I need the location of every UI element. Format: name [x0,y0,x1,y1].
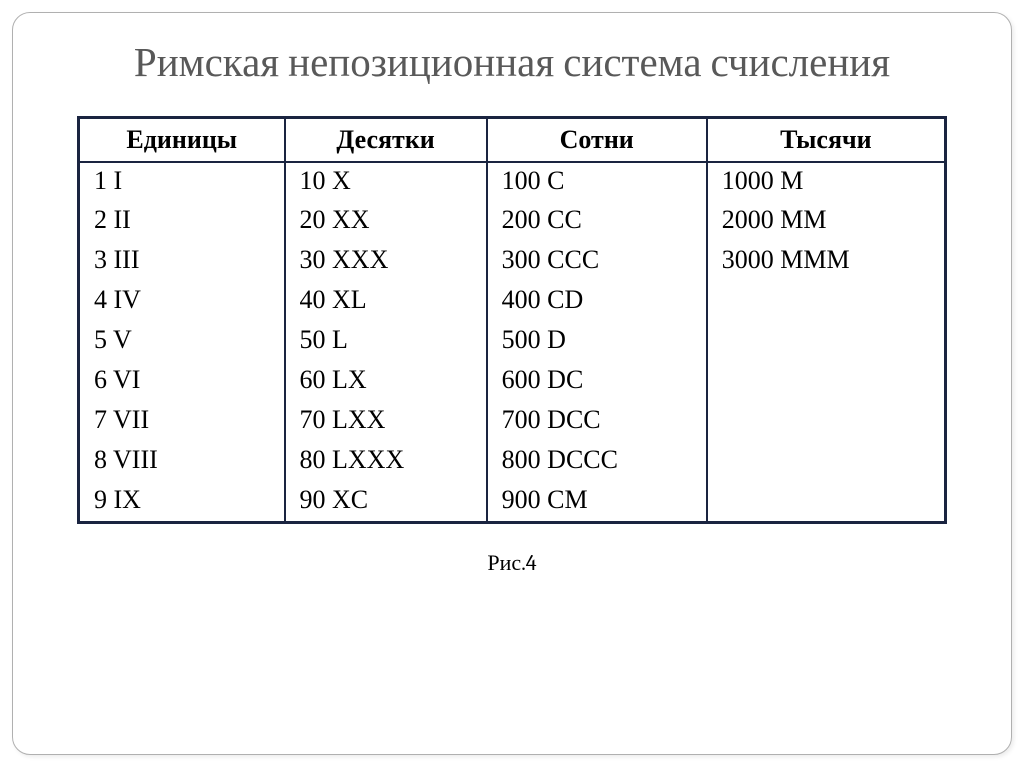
cell: 40 XL [285,282,487,322]
cell: 20 XX [285,202,487,242]
table-header-row: Единицы Десятки Сотни Тысячи [79,118,946,163]
cell: 3 III [79,242,285,282]
cell: 400 CD [487,282,707,322]
cell: 300 CCC [487,242,707,282]
cell: 5 V [79,322,285,362]
slide-title: Римская непозиционная система счисления [53,39,971,88]
cell: 90 XC [285,482,487,522]
table-row: 9 IX 90 XC 900 CM [79,482,946,522]
table-row: 1 I 10 X 100 C 1000 M [79,162,946,202]
col-units: Единицы [79,118,285,163]
cell: 200 CC [487,202,707,242]
col-hundreds: Сотни [487,118,707,163]
table-row: 5 V 50 L 500 D [79,322,946,362]
cell: 9 IX [79,482,285,522]
cell: 10 X [285,162,487,202]
cell: 30 XXX [285,242,487,282]
cell: 2000 MM [707,202,946,242]
cell: 800 DCCC [487,442,707,482]
table-row: 3 III 30 XXX 300 CCC 3000 MMM [79,242,946,282]
col-thousands: Тысячи [707,118,946,163]
cell: 7 VII [79,402,285,442]
cell: 80 LXXX [285,442,487,482]
cell: 70 LXX [285,402,487,442]
table-row: 2 II 20 XX 200 CC 2000 MM [79,202,946,242]
col-tens: Десятки [285,118,487,163]
cell: 600 DC [487,362,707,402]
cell [707,442,946,482]
roman-numerals-table: Единицы Десятки Сотни Тысячи 1 I 10 X 10… [77,116,947,524]
cell: 500 D [487,322,707,362]
cell [707,362,946,402]
cell: 4 IV [79,282,285,322]
cell [707,322,946,362]
cell: 1 I [79,162,285,202]
figure-caption: Рис.4 [53,550,971,576]
table-row: 8 VIII 80 LXXX 800 DCCC [79,442,946,482]
cell: 1000 M [707,162,946,202]
table-row: 6 VI 60 LX 600 DC [79,362,946,402]
cell: 100 C [487,162,707,202]
cell: 700 DCC [487,402,707,442]
cell: 3000 MMM [707,242,946,282]
table-row: 4 IV 40 XL 400 CD [79,282,946,322]
slide-frame: Римская непозиционная система счисления … [12,12,1012,755]
cell: 2 II [79,202,285,242]
cell [707,402,946,442]
cell: 8 VIII [79,442,285,482]
cell: 900 CM [487,482,707,522]
cell [707,282,946,322]
cell [707,482,946,522]
cell: 60 LX [285,362,487,402]
cell: 6 VI [79,362,285,402]
table-row: 7 VII 70 LXX 700 DCC [79,402,946,442]
cell: 50 L [285,322,487,362]
